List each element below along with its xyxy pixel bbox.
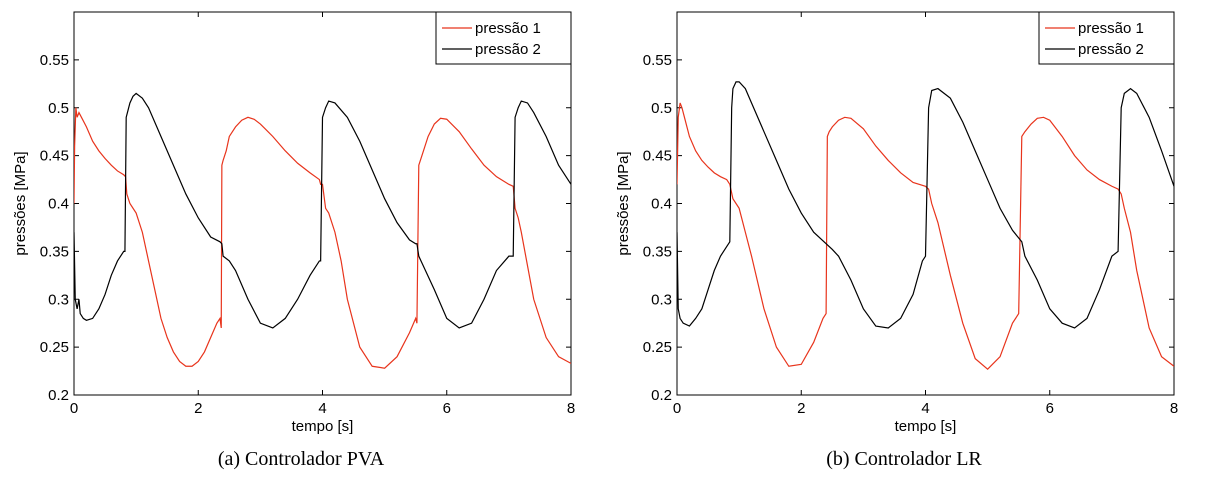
legend-box: [435, 11, 572, 65]
y-axis-label: pressões [MPa]: [12, 151, 29, 255]
y-tick-label: 0.25: [643, 339, 672, 356]
series-line-1: [677, 102, 1174, 370]
y-tick-label: 0.2: [48, 387, 69, 404]
x-tick-label: 0: [673, 400, 681, 417]
x-axis-label: tempo [s]: [895, 418, 957, 435]
caption-a: (a) Controlador PVA: [217, 448, 385, 470]
y-axis-label: pressões [MPa]: [615, 151, 632, 255]
legend-label: pressão 1: [475, 20, 541, 37]
y-tick-label: 0.5: [651, 100, 672, 117]
plot-frame: [676, 11, 1175, 396]
y-tick-label: 0.3: [48, 291, 69, 308]
y-tick-label: 0.45: [643, 148, 672, 165]
legend-label: pressão 1: [1078, 20, 1144, 37]
y-tick-label: 0.55: [40, 52, 69, 69]
caption-b: (b) Controlador LR: [826, 448, 982, 470]
y-tick-label: 0.55: [643, 52, 672, 69]
y-tick-label: 0.2: [651, 387, 672, 404]
plot-frame: [73, 11, 572, 396]
x-tick-label: 0: [70, 400, 78, 417]
y-tick-label: 0.35: [40, 243, 69, 260]
x-axis-label: tempo [s]: [292, 418, 354, 435]
x-tick-label: 6: [1046, 400, 1054, 417]
y-tick-label: 0.4: [651, 196, 672, 213]
chart-panel-a: 0 2 4 6 8 0.2 0.25 0.3 0.35 0.4 0.45 0.5 0.55 tempo […: [0, 0, 602, 500]
x-tick-label: 2: [194, 400, 202, 417]
legend-label: pressão 2: [475, 41, 541, 58]
y-tick-label: 0.4: [48, 196, 69, 213]
y-tick-label: 0.45: [40, 148, 69, 165]
legend-label: pressão 2: [1078, 41, 1144, 58]
y-tick-label: 0.3: [651, 291, 672, 308]
y-tick-label: 0.25: [40, 339, 69, 356]
x-tick-label: 6: [443, 400, 451, 417]
x-tick-label: 4: [318, 400, 326, 417]
series-line-2: [677, 81, 1174, 329]
x-tick-label: 4: [921, 400, 929, 417]
chart-panel-b: 0 2 4 6 8 0.2 0.25 0.3 0.35 0.4 0.45 0.5 0.55 tempo […: [603, 0, 1205, 500]
chart-b: 0 2 4 6 8 0.2 0.25 0.3 0.35 0.4 0.45 0.5 0.55 tempo […: [615, 11, 1178, 435]
series-line-2: [74, 92, 571, 329]
x-tick-label: 8: [1170, 400, 1178, 417]
x-tick-label: 8: [567, 400, 575, 417]
y-tick-label: 0.35: [643, 243, 672, 260]
chart-a: 0 2 4 6 8 0.2 0.25 0.3 0.35 0.4 0.45 0.5 0.55 tempo […: [12, 11, 575, 435]
legend-box: [1038, 11, 1175, 65]
y-tick-label: 0.5: [48, 100, 69, 117]
x-tick-label: 2: [797, 400, 805, 417]
